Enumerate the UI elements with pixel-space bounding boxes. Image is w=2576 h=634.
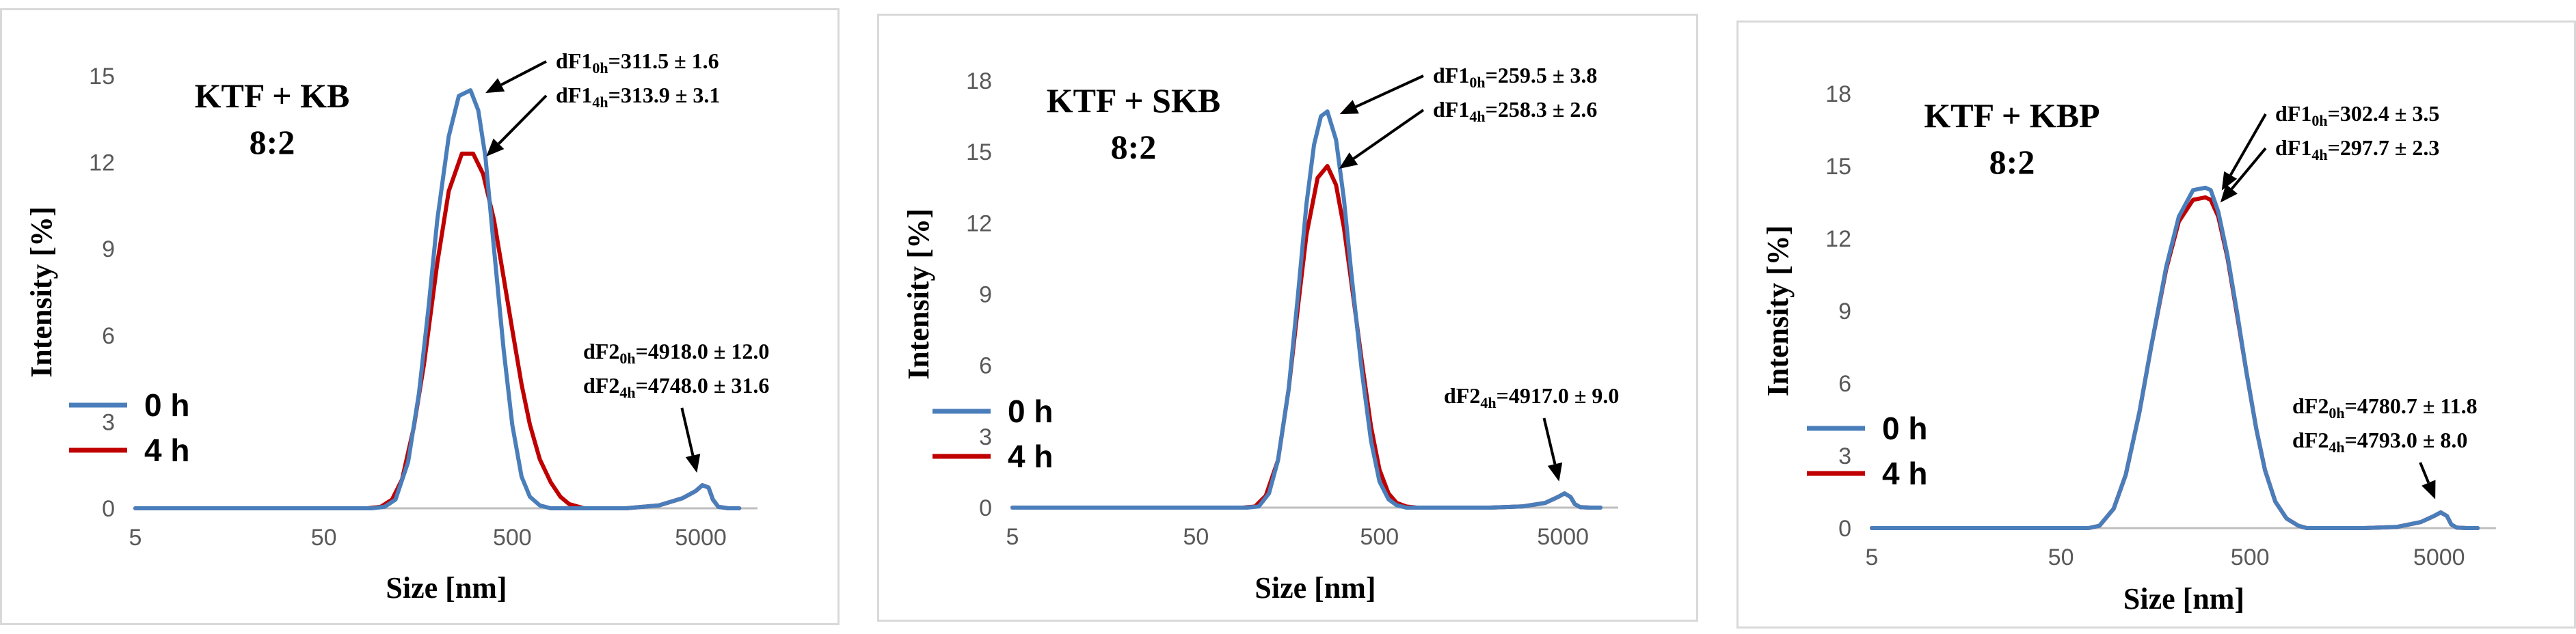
y-tick-label: 12 (1825, 226, 1851, 252)
y-tick-label: 6 (1838, 371, 1851, 397)
annotation-arrow-peak-shaft (498, 94, 548, 145)
series-line-0h (1870, 185, 2480, 530)
annotation-peak-0h: dF10h=259.5 ± 3.8 (1433, 63, 1597, 91)
y-tick-label: 6 (979, 353, 992, 379)
x-tick-label: 50 (311, 525, 337, 551)
x-tick-label: 5 (1006, 524, 1019, 550)
annotation-arrow-secondary-shaft (1542, 417, 1557, 465)
annotation-arrow-peak-head (1339, 100, 1359, 115)
x-tick-label: 50 (1183, 524, 1209, 550)
y-tick-label: 9 (979, 282, 992, 308)
y-tick-label: 6 (102, 323, 115, 349)
legend-label: 0 h (144, 387, 189, 423)
y-tick-label: 3 (1838, 443, 1851, 469)
x-tick-label: 50 (2048, 545, 2074, 570)
chart-2-svg: 0 3 6 9 12 15 18 5 50 500 5000 Size [nm] Intensity [… (902, 63, 1619, 605)
y-axis-title: Intensity [%] (902, 208, 935, 380)
annotation-arrow-peak-head (486, 138, 505, 156)
annotation-peak-4h: dF14h=258.3 ± 2.6 (1433, 97, 1597, 125)
y-tick-label: 12 (966, 210, 992, 236)
annotation-arrow-peak-head (2220, 184, 2238, 203)
annotation-arrow-secondary-head (2421, 480, 2436, 499)
annotation-arrow-peak-shaft (1352, 109, 1425, 160)
x-axis-title: Size [nm] (2123, 582, 2244, 616)
annotation-secondary-0h: dF20h=4780.7 ± 11.8 (2292, 394, 2478, 422)
y-tick-label: 15 (966, 139, 992, 165)
sample-ratio: 8:2 (1111, 128, 1157, 166)
legend-label: 4 h (144, 432, 189, 468)
x-tick-label: 5000 (2413, 545, 2465, 570)
annotation-peak-0h: dF10h=302.4 ± 3.5 (2275, 101, 2439, 129)
annotation-secondary-4h: dF24h=4793.0 ± 8.0 (2292, 428, 2467, 456)
legend-label: 0 h (1882, 411, 1927, 446)
chart-1-svg: 0 3 6 9 12 15 5 50 500 5000 Size [nm] Intensity [%]… (25, 49, 769, 605)
y-tick-label: 15 (89, 64, 115, 89)
chart-panel-2: 0 3 6 9 12 15 18 5 50 500 5000 Size [nm] Intensity [… (877, 14, 1698, 622)
x-axis-title: Size [nm] (1255, 571, 1376, 605)
annotation-arrow-secondary-head (685, 454, 701, 473)
series-line-0h (1010, 109, 1602, 510)
annotation-arrow-peak-shaft (500, 60, 547, 86)
chart-3-svg: 0 3 6 9 12 15 18 5 50 500 5000 Size [nm] Intensity [… (1761, 81, 2496, 616)
chart-panel-3: 0 3 6 9 12 15 18 5 50 500 5000 Size [nm] Intensity [… (1736, 20, 2576, 629)
y-tick-label: 9 (102, 236, 115, 262)
annotation-arrow-peak-shaft (1355, 74, 1424, 109)
y-tick-label: 18 (966, 68, 992, 94)
chart-panel-1: 0 3 6 9 12 15 5 50 500 5000 Size [nm] Intensity [%]… (0, 8, 840, 625)
y-tick-label: 0 (102, 496, 115, 522)
y-axis-title: Intensity [%] (1761, 225, 1795, 397)
annotation-arrow-peak-shaft (2230, 147, 2267, 190)
annotation-secondary-4h: dF24h=4748.0 ± 31.6 (583, 373, 769, 401)
x-tick-label: 500 (1360, 524, 1399, 550)
y-tick-label: 3 (979, 424, 992, 450)
sample-title: KTF + KBP (1924, 96, 2099, 135)
sample-title: KTF + KB (195, 77, 350, 115)
y-tick-label: 15 (1825, 154, 1851, 180)
x-tick-label: 5 (1866, 545, 1879, 570)
y-tick-label: 0 (1838, 516, 1851, 542)
y-tick-label: 9 (1838, 299, 1851, 325)
y-axis-title: Intensity [%] (25, 206, 58, 378)
y-tick-label: 0 (979, 495, 992, 521)
sample-title: KTF + SKB (1047, 81, 1220, 120)
legend-label: 4 h (1008, 439, 1053, 474)
legend-label: 4 h (1882, 456, 1927, 491)
x-tick-label: 500 (2231, 545, 2270, 570)
y-tick-label: 3 (102, 409, 115, 435)
annotation-arrow-secondary-shaft (2419, 462, 2430, 484)
x-tick-label: 500 (493, 525, 532, 551)
annotation-arrow-peak-shaft (2229, 113, 2267, 176)
sample-ratio: 8:2 (1989, 143, 2035, 181)
annotation-peak-4h: dF14h=313.9 ± 3.1 (556, 83, 720, 111)
x-tick-label: 5 (129, 525, 142, 551)
sample-ratio: 8:2 (250, 123, 295, 161)
annotation-arrow-secondary-head (1547, 462, 1563, 482)
y-tick-label: 12 (89, 150, 115, 176)
annotation-secondary-4h: dF24h=4917.0 ± 9.0 (1444, 383, 1619, 411)
annotation-peak-4h: dF14h=297.7 ± 2.3 (2275, 135, 2439, 163)
annotation-peak-0h: dF10h=311.5 ± 1.6 (556, 49, 719, 77)
x-tick-label: 5000 (675, 525, 727, 551)
x-tick-label: 5000 (1537, 524, 1589, 550)
annotation-arrow-peak-head (485, 78, 505, 94)
y-tick-label: 18 (1825, 81, 1851, 107)
annotation-arrow-secondary-shaft (680, 407, 695, 456)
annotation-arrow-peak-head (1339, 152, 1358, 169)
annotation-secondary-0h: dF20h=4918.0 ± 12.0 (583, 339, 769, 367)
legend-label: 0 h (1008, 394, 1053, 429)
series-line-0h (133, 88, 742, 510)
x-axis-title: Size [nm] (386, 571, 507, 605)
series-line-4h (1870, 195, 2480, 530)
